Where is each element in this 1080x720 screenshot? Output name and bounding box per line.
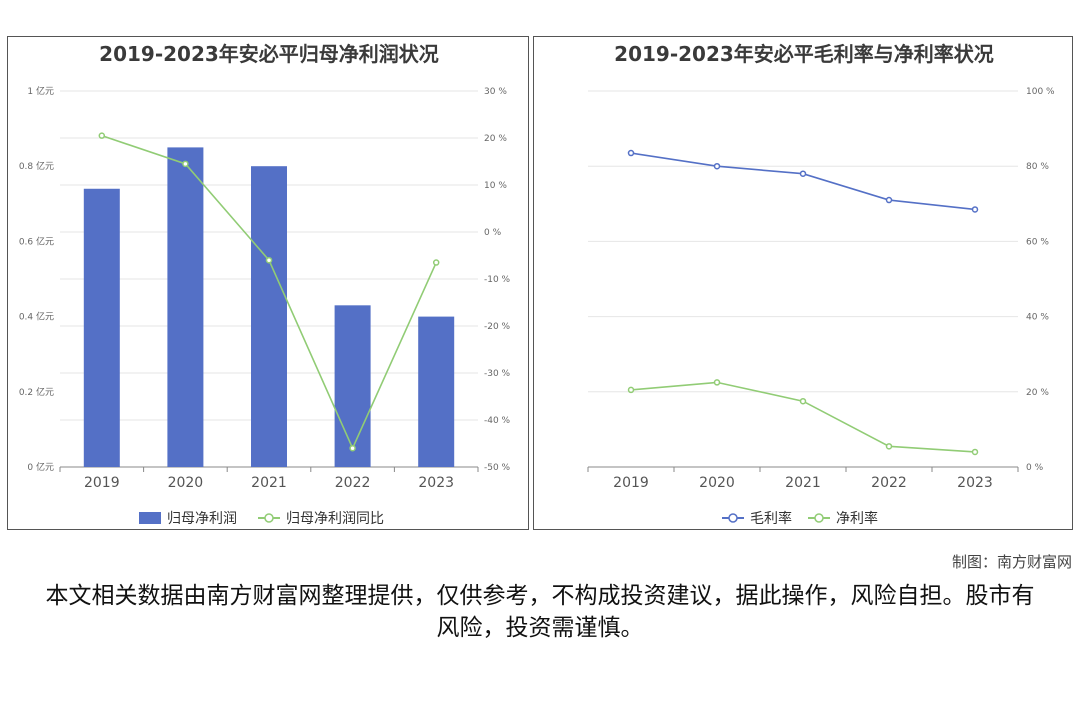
net-margin-line — [630, 381, 976, 453]
chart-title: 2019-2023年安必平归母净利润状况 — [99, 42, 439, 66]
bar-2021 — [251, 166, 287, 467]
gross-margin-point-2023 — [971, 206, 979, 213]
bar-2020 — [167, 147, 204, 467]
legend: 归母净利润 归母净利润同比 — [139, 510, 384, 527]
x-axis-tick: 2021 — [251, 475, 287, 491]
legend: 毛利率 净利率 — [722, 510, 878, 527]
yoy-point-2021 — [265, 256, 273, 264]
profit-chart: 2019-2023年安必平归母净利润状况 -50 % -40 % -30 % -20 … — [19, 42, 511, 527]
right-axis-tick: -30 % — [484, 369, 511, 379]
net-margin-point-2022 — [885, 443, 893, 450]
right-axis-tick: 30 % — [484, 87, 507, 97]
left-axis-tick: 0.2 亿元 — [19, 386, 54, 398]
right-axis-tick: 20 % — [484, 134, 507, 144]
legend-label: 毛利率 — [750, 510, 792, 527]
gross-margin-point-2021 — [799, 170, 807, 177]
margin-chart: 2019-2023年安必平毛利率与净利率状况 0 % 20 % 40 % 60 % 80… — [587, 42, 1055, 527]
legend-label: 归母净利润同比 — [286, 510, 384, 527]
right-axis-tick: 60 % — [1026, 237, 1049, 247]
x-axis-tick: 2020 — [699, 475, 735, 491]
bar-2019 — [83, 188, 120, 467]
right-axis-tick: 80 % — [1026, 162, 1049, 172]
legend-swatch-bar — [139, 512, 161, 524]
chart-panel-profit: 2019-2023年安必平归母净利润状况 -50 % -40 % -30 % -20 … — [7, 36, 529, 530]
x-axis-tick: 2023 — [418, 475, 454, 491]
x-axis-tick: 2023 — [957, 475, 993, 491]
right-axis-tick: 0 % — [1026, 463, 1044, 473]
gross-margin-point-2019 — [627, 149, 635, 157]
legend-marker — [814, 513, 824, 523]
left-axis-tick: 0.6 亿元 — [19, 235, 54, 247]
chart-panel-margins: 2019-2023年安必平毛利率与净利率状况 0 % 20 % 40 % 60 % 80… — [533, 36, 1073, 530]
x-axis-tick: 2022 — [871, 475, 907, 491]
right-axis-tick: 20 % — [1026, 388, 1049, 398]
net-margin-point-2023 — [971, 448, 979, 456]
net-margin-point-2021 — [799, 397, 807, 405]
yoy-point-2019 — [98, 132, 106, 139]
chart-credit: 制图：南方财富网 — [951, 553, 1072, 571]
yoy-point-2022 — [349, 444, 356, 452]
right-axis-tick: -50 % — [484, 463, 511, 473]
yoy-point-2023 — [432, 259, 440, 266]
legend-marker — [264, 513, 274, 523]
left-axis-tick: 0.4 亿元 — [19, 311, 54, 323]
left-axis-tick: 1 亿元 — [27, 85, 54, 97]
gross-margin-point-2022 — [885, 196, 893, 204]
net-margin-point-2020 — [713, 379, 721, 386]
bar-2022 — [334, 305, 371, 467]
bar-2023 — [418, 316, 455, 467]
left-axis-tick: 0 亿元 — [27, 461, 54, 473]
disclaimer-text: 本文相关数据由南方财富网整理提供，仅供参考，不构成投资建议，据此操作，风险自担。… — [45, 583, 1035, 641]
legend-label: 归母净利润 — [167, 510, 237, 527]
net-margin-point-2019 — [627, 386, 635, 394]
legend-label: 净利率 — [836, 510, 878, 527]
right-axis-tick: 100 % — [1026, 87, 1055, 97]
right-axis-tick: -20 % — [484, 322, 511, 332]
chart-title: 2019-2023年安必平毛利率与净利率状况 — [614, 42, 994, 66]
gross-margin-point-2020 — [713, 162, 721, 170]
right-axis-tick: 40 % — [1026, 313, 1049, 323]
right-axis-tick: -10 % — [484, 275, 511, 285]
right-axis-tick: -40 % — [484, 416, 511, 426]
x-axis-tick: 2021 — [785, 475, 821, 491]
legend-marker — [728, 513, 738, 523]
gross-margin-line — [630, 152, 976, 211]
left-axis-tick: 0.8 亿元 — [19, 160, 54, 172]
x-axis-tick: 2019 — [613, 475, 649, 491]
x-axis-tick: 2020 — [168, 475, 204, 491]
right-axis-tick: 0 % — [484, 228, 502, 238]
yoy-point-2020 — [182, 160, 189, 168]
right-axis-tick: 10 % — [484, 181, 507, 191]
x-axis-tick: 2019 — [84, 475, 120, 491]
x-axis-tick: 2022 — [335, 475, 371, 491]
